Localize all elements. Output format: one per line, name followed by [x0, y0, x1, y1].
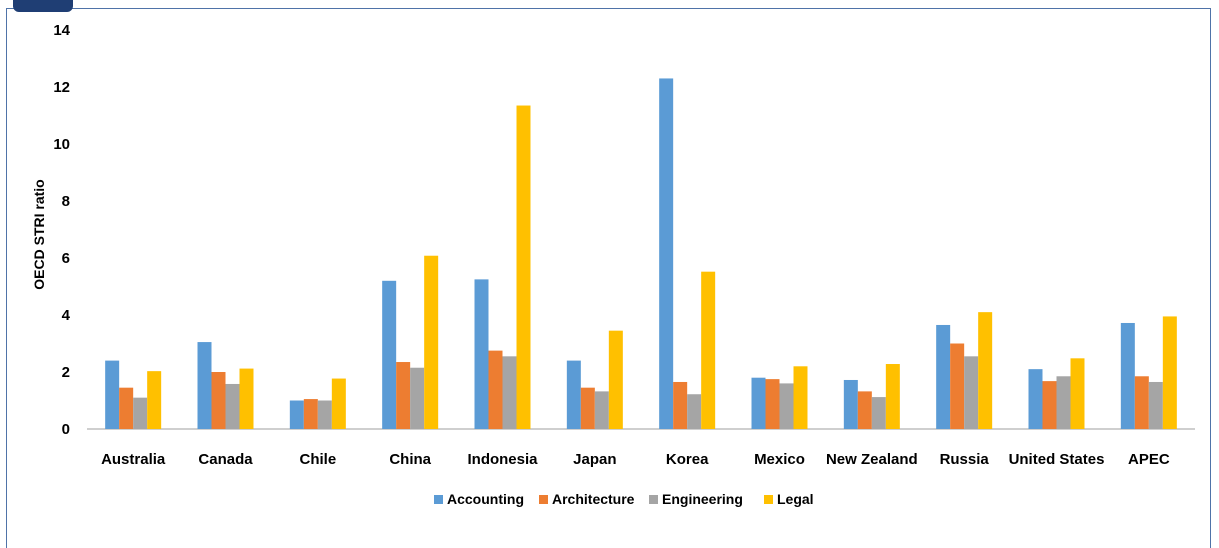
- bar-legal-apec: [1162, 316, 1177, 429]
- y-tick-label: 4: [62, 307, 71, 324]
- bar-accounting-australia: [105, 360, 120, 429]
- bar-engineering-china: [410, 367, 425, 429]
- bar-architecture-canada: [211, 372, 226, 429]
- x-tick-label: Indonesia: [467, 451, 538, 468]
- bar-engineering-russia: [964, 356, 979, 429]
- bar-accounting-chile: [289, 400, 304, 429]
- bar-chart: 0 2 4 6 8 10 12 14 OECD STRI ratio Australia Canad…: [31, 22, 1195, 507]
- bar-architecture-united-states: [1042, 381, 1057, 429]
- bar-engineering-australia: [133, 397, 148, 429]
- bar-architecture-apec: [1134, 376, 1149, 429]
- legend-swatch-architecture: [539, 495, 548, 504]
- legend-label-accounting: Accounting: [447, 491, 524, 507]
- bar-architecture-indonesia: [488, 350, 503, 429]
- bar-architecture-korea: [673, 381, 688, 429]
- x-tick-label: Korea: [666, 451, 709, 468]
- y-tick-label: 8: [62, 193, 70, 210]
- bar-architecture-mexico: [765, 379, 780, 429]
- bar-legal-new-zealand: [885, 364, 900, 429]
- bar-engineering-canada: [225, 383, 240, 429]
- y-tick-label: 10: [53, 136, 70, 153]
- bar-engineering-chile: [317, 400, 332, 429]
- bar-accounting-mexico: [751, 377, 766, 429]
- bar-engineering-indonesia: [502, 356, 517, 429]
- bar-accounting-korea: [659, 78, 674, 429]
- bar-accounting-new-zealand: [843, 379, 858, 429]
- legend-label-architecture: Architecture: [552, 491, 635, 507]
- x-tick-label: China: [389, 451, 431, 468]
- bar-architecture-chile: [303, 399, 318, 429]
- bar-architecture-japan: [580, 387, 595, 429]
- bar-legal-indonesia: [516, 105, 531, 430]
- y-tick-label: 12: [53, 79, 70, 96]
- bar-legal-united-states: [1070, 358, 1085, 429]
- x-tick-label: Canada: [198, 451, 253, 468]
- bar-engineering-japan: [594, 391, 609, 429]
- x-tick-label: United States: [1009, 451, 1105, 468]
- x-tick-label: Mexico: [754, 451, 805, 468]
- y-tick-label: 14: [53, 22, 70, 39]
- bar-legal-mexico: [793, 366, 808, 429]
- y-axis-label: OECD STRI ratio: [31, 179, 47, 289]
- x-tick-label: New Zealand: [826, 451, 918, 468]
- chart-frame: [6, 0, 1211, 548]
- x-tick-label: Japan: [573, 451, 616, 468]
- bar-engineering-new-zealand: [871, 397, 886, 429]
- bar-accounting-japan: [566, 360, 581, 429]
- legend-swatch-legal: [764, 495, 773, 504]
- legend-label-legal: Legal: [777, 491, 814, 507]
- x-tick-label: Russia: [940, 451, 990, 468]
- bar-architecture-china: [396, 362, 411, 429]
- bar-accounting-russia: [936, 324, 951, 429]
- bar-accounting-indonesia: [474, 279, 489, 429]
- legend-swatch-accounting: [434, 495, 443, 504]
- bar-engineering-mexico: [779, 383, 794, 429]
- legend-swatch-engineering: [649, 495, 658, 504]
- bar-legal-chile: [331, 378, 346, 429]
- bar-legal-korea: [701, 271, 716, 429]
- bar-architecture-australia: [119, 387, 134, 429]
- bar-accounting-canada: [197, 342, 212, 429]
- bar-legal-canada: [239, 368, 254, 429]
- title-fragment: [13, 0, 73, 12]
- y-tick-label: 2: [62, 364, 70, 381]
- bar-legal-china: [424, 255, 439, 429]
- y-tick-label: 6: [62, 250, 70, 267]
- bar-legal-japan: [608, 330, 623, 429]
- bar-accounting-apec: [1120, 322, 1135, 429]
- x-tick-label: Australia: [101, 451, 166, 468]
- bar-accounting-china: [382, 280, 397, 429]
- y-tick-label: 0: [62, 421, 70, 438]
- bar-architecture-new-zealand: [857, 391, 872, 429]
- bar-legal-russia: [978, 312, 993, 429]
- bar-accounting-united-states: [1028, 369, 1043, 429]
- legend-label-engineering: Engineering: [662, 491, 743, 507]
- x-tick-label: APEC: [1128, 451, 1170, 468]
- bar-legal-australia: [147, 371, 162, 429]
- x-tick-label: Chile: [299, 451, 336, 468]
- bar-engineering-united-states: [1056, 376, 1071, 429]
- bar-engineering-korea: [687, 394, 702, 429]
- bar-engineering-apec: [1148, 381, 1163, 429]
- bar-architecture-russia: [950, 343, 965, 429]
